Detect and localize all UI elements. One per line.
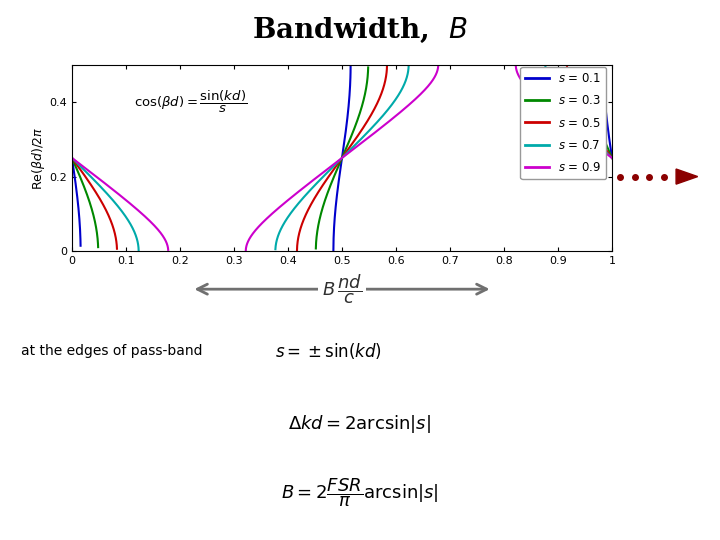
Line: $s$ = 0.1: $s$ = 0.1 [72, 66, 612, 250]
Polygon shape [676, 169, 698, 184]
$s$ = 0.9 [95, 176, 104, 182]
$s$ = 0.7 [68, 154, 76, 161]
Legend: $s$ = 0.1, $s$ = 0.3, $s$ = 0.5, $s$ = 0.7, $s$ = 0.9: $s$ = 0.1, $s$ = 0.3, $s$ = 0.5, $s$ = 0… [521, 67, 606, 179]
$s$ = 0.9 [264, 214, 272, 221]
$s$ = 0.9 [608, 154, 616, 161]
X-axis label: $kd/2\pi$: $kd/2\pi$ [322, 272, 362, 287]
$s$ = 0.1 [608, 154, 616, 161]
$s$ = 0.5 [95, 194, 104, 201]
Line: $s$ = 0.3: $s$ = 0.3 [72, 68, 612, 248]
Text: $B\,\dfrac{nd}{c}$: $B\,\dfrac{nd}{c}$ [322, 272, 362, 306]
Text: Bandwidth,  $B$: Bandwidth, $B$ [252, 16, 468, 44]
Text: $\Delta kd = 2\arcsin|s|$: $\Delta kd = 2\arcsin|s|$ [289, 413, 431, 435]
Y-axis label: Re$(\beta d)/2\pi$: Re$(\beta d)/2\pi$ [30, 126, 47, 190]
$s$ = 0.9 [68, 154, 76, 161]
$s$ = 0.9 [411, 96, 420, 103]
Line: $s$ = 0.7: $s$ = 0.7 [72, 66, 612, 250]
Line: $s$ = 0.5: $s$ = 0.5 [72, 66, 612, 250]
Text: $\cos(\beta d) = \dfrac{\sin(kd)}{s}$: $\cos(\beta d) = \dfrac{\sin(kd)}{s}$ [134, 89, 248, 115]
$s$ = 0.3 [68, 154, 76, 161]
Line: $s$ = 0.9: $s$ = 0.9 [72, 65, 612, 251]
Text: $s = \pm\sin(kd)$: $s = \pm\sin(kd)$ [275, 341, 382, 361]
$s$ = 0.5 [68, 154, 76, 161]
$s$ = 0.9 [387, 116, 396, 123]
$s$ = 0.5 [608, 154, 616, 161]
Text: $B = 2\dfrac{FSR}{\pi}\arcsin|s|$: $B = 2\dfrac{FSR}{\pi}\arcsin|s|$ [281, 476, 439, 509]
Text: at the edges of pass-band: at the edges of pass-band [22, 344, 203, 358]
$s$ = 0.7 [387, 102, 396, 108]
$s$ = 0.3 [608, 154, 616, 161]
$s$ = 0.7 [95, 182, 104, 188]
$s$ = 0.7 [608, 154, 616, 161]
$s$ = 0.1 [68, 154, 76, 161]
